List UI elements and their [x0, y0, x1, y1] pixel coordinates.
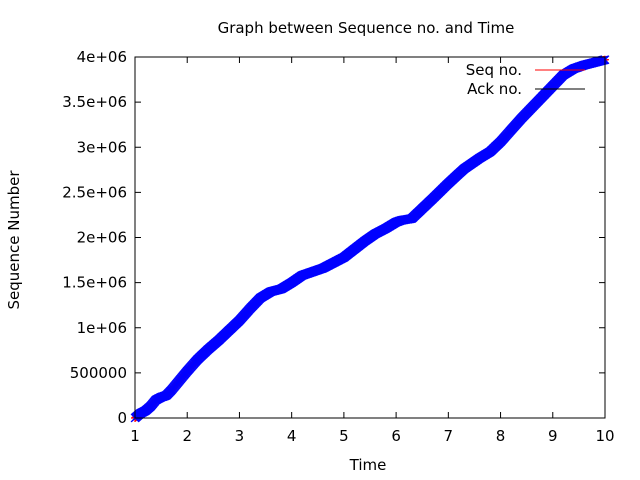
y-tick-label: 1.5e+06: [62, 274, 127, 292]
x-tick-label: 1: [130, 427, 140, 445]
y-tick-label: 4e+06: [77, 48, 127, 66]
series-ack-no: [130, 55, 610, 423]
axis-ticks: 1 2 3 4 5 6 7 8 9 10 0 500000 1e+06 1.5e+06 2e+06 2.5e+…: [62, 48, 614, 445]
x-tick-label: 4: [287, 427, 297, 445]
x-axis-label: Time: [349, 456, 387, 474]
y-tick-label: 3e+06: [77, 138, 127, 156]
y-tick-label: 1e+06: [77, 319, 127, 337]
x-tick-label: 6: [391, 427, 401, 445]
data-series: [130, 55, 610, 423]
x-tick-label: 5: [339, 427, 349, 445]
legend-label: Ack no.: [467, 80, 522, 98]
x-tick-label: 10: [595, 427, 614, 445]
y-tick-label: 2e+06: [77, 229, 127, 247]
y-tick-label: 0: [117, 409, 127, 427]
plot-frame: [134, 56, 606, 419]
legend: Seq no.Ack no.: [466, 61, 585, 98]
chart-title: Graph between Sequence no. and Time: [218, 19, 515, 37]
x-tick-label: 7: [444, 427, 454, 445]
y-tick-label: 3.5e+06: [62, 93, 127, 111]
legend-label: Seq no.: [466, 61, 522, 79]
x-tick-label: 8: [496, 427, 506, 445]
x-tick-label: 9: [548, 427, 558, 445]
y-axis-label: Sequence Number: [5, 170, 23, 310]
y-tick-label: 2.5e+06: [62, 183, 127, 201]
y-tick-label: 500000: [70, 364, 127, 382]
x-tick-label: 3: [235, 427, 245, 445]
x-tick-label: 2: [182, 427, 192, 445]
